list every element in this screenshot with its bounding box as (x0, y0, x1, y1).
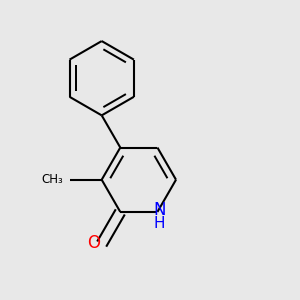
Text: N: N (153, 201, 166, 219)
Text: CH₃: CH₃ (42, 173, 63, 186)
Text: O: O (87, 234, 100, 252)
Text: H: H (154, 216, 165, 231)
